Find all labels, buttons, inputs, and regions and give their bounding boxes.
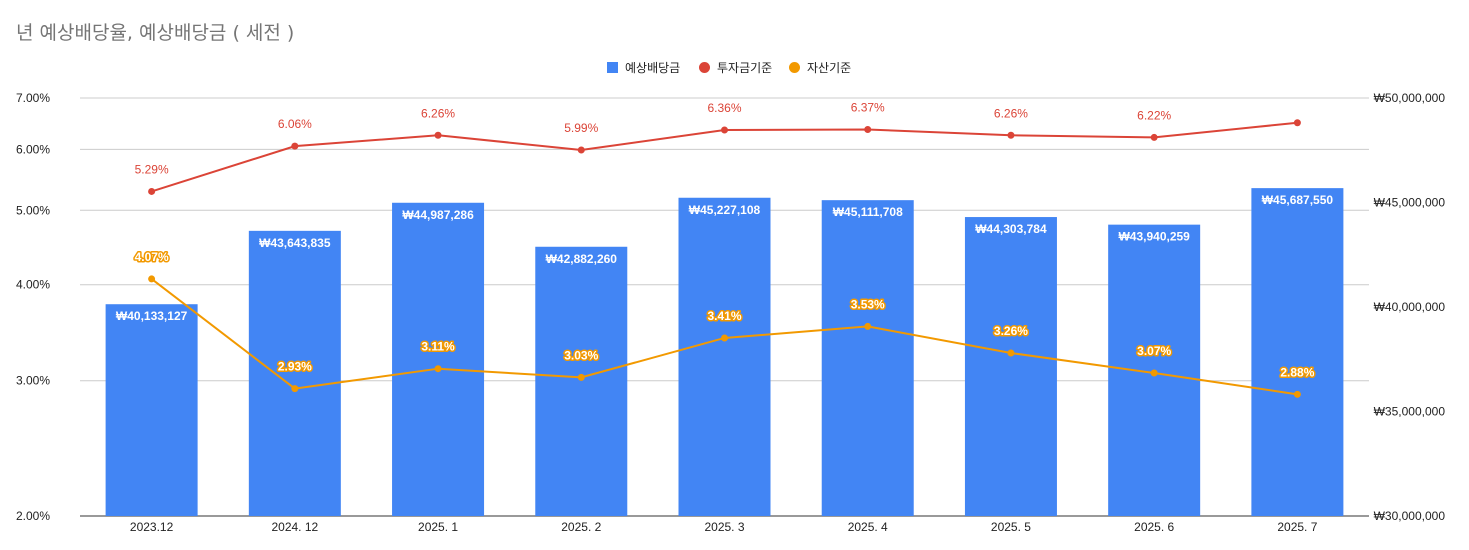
line-data-label: 3.11%: [421, 340, 455, 354]
x-tick-label: 2023.12: [130, 520, 174, 534]
line-data-label: 6.36%: [707, 101, 741, 115]
data-point: [1150, 133, 1158, 141]
data-point: [1007, 131, 1015, 139]
data-point: [291, 385, 299, 393]
line-data-label: 6.26%: [421, 106, 455, 120]
line-data-label: 3.07%: [1137, 344, 1171, 358]
bar-data-label: ₩45,111,708: [833, 205, 903, 219]
x-tick-label: 2025. 6: [1134, 520, 1174, 534]
x-tick-label: 2024. 12: [271, 520, 318, 534]
line-data-label: 2.93%: [278, 360, 312, 374]
bar-data-label: ₩44,987,286: [402, 208, 474, 222]
data-point: [1293, 119, 1301, 127]
x-axis: 2023.12 2024. 12 2025. 1 2025. 2 2025. 3 2025…: [130, 520, 1318, 534]
bar-data-label: ₩45,227,108: [689, 203, 761, 217]
x-tick-label: 2025. 1: [418, 520, 458, 534]
left-tick-label: 7.00%: [16, 91, 50, 105]
legend-swatch: [699, 62, 710, 73]
right-tick-label: ₩50,000,000: [1374, 91, 1446, 105]
data-point: [148, 187, 156, 195]
line-data-label: 3.26%: [994, 324, 1028, 338]
legend-swatch: [789, 62, 800, 73]
bar-data-label: ₩43,643,835: [259, 236, 331, 250]
legend: 예상배당금 투자금기준 자산기준: [607, 61, 851, 75]
bar: [392, 202, 485, 516]
left-tick-label: 3.00%: [16, 374, 50, 388]
line-data-label: 3.41%: [707, 309, 741, 323]
bar-data-label: ₩45,687,550: [1262, 193, 1334, 207]
data-point: [148, 275, 156, 283]
right-tick-label: ₩40,000,000: [1374, 300, 1446, 314]
line-data-label: 6.06%: [278, 117, 312, 131]
line-data-label: 5.99%: [564, 121, 598, 135]
x-tick-label: 2025. 5: [991, 520, 1031, 534]
right-tick-label: ₩30,000,000: [1374, 509, 1446, 523]
left-tick-label: 6.00%: [16, 142, 50, 156]
data-point: [864, 125, 872, 133]
data-point: [434, 365, 442, 373]
bar: [248, 230, 341, 516]
data-point: [1150, 369, 1158, 377]
bar: [964, 217, 1057, 517]
legend-label: 예상배당금: [625, 61, 680, 75]
line-data-label: 3.03%: [564, 348, 598, 362]
left-tick-label: 4.00%: [16, 278, 50, 292]
bar: [535, 246, 628, 516]
bar-data-label: ₩40,133,127: [116, 309, 188, 323]
data-point: [291, 142, 299, 150]
line-data-label: 6.22%: [1137, 108, 1171, 122]
line-data-label: 2.88%: [1280, 365, 1314, 379]
bar: [821, 200, 914, 517]
chart-title: 년 예상배당율, 예상배당금 ( 세전 ): [16, 22, 295, 44]
x-tick-label: 2025. 4: [848, 520, 888, 534]
data-point: [1007, 349, 1015, 357]
left-axis: 2.00% 3.00% 4.00% 5.00% 6.00% 7.00%: [16, 91, 50, 523]
line-data-label: 4.07%: [135, 250, 169, 264]
line-data-label: 6.26%: [994, 106, 1028, 120]
bar-data-label: ₩42,882,260: [546, 252, 618, 266]
data-point: [864, 322, 872, 330]
line-data-label: 3.53%: [851, 297, 885, 311]
data-point: [434, 131, 442, 139]
data-point: [1293, 390, 1301, 398]
line-data-label: 5.29%: [135, 162, 169, 176]
right-tick-label: ₩45,000,000: [1374, 196, 1446, 210]
data-point: [577, 146, 585, 154]
line-series: 5.29% 6.06% 6.26% 5.99% 6.36% 6.37% 6.26% 6.22%…: [133, 100, 1316, 398]
data-point: [577, 373, 585, 381]
left-tick-label: 2.00%: [16, 509, 50, 523]
legend-label: 투자금기준: [717, 61, 772, 75]
data-point: [721, 126, 728, 134]
left-tick-label: 5.00%: [16, 203, 50, 217]
bar: [105, 304, 198, 516]
legend-label: 자산기준: [807, 61, 851, 75]
right-axis: ₩30,000,000 ₩35,000,000 ₩40,000,000 ₩45,000…: [1374, 91, 1446, 523]
line-data-label: 6.37%: [851, 100, 885, 114]
bar-data-label: ₩43,940,259: [1118, 230, 1190, 244]
bar: [678, 197, 771, 516]
bar-series: ₩40,133,127 ₩43,643,835 ₩44,987,286 ₩42,882…: [105, 188, 1344, 517]
x-tick-label: 2025. 3: [704, 520, 744, 534]
x-tick-label: 2025. 7: [1277, 520, 1317, 534]
right-tick-label: ₩35,000,000: [1374, 405, 1446, 419]
bar: [1251, 188, 1344, 517]
x-tick-label: 2025. 2: [561, 520, 601, 534]
legend-swatch: [607, 62, 618, 73]
bar-data-label: ₩44,303,784: [975, 222, 1047, 236]
data-point: [721, 334, 728, 342]
